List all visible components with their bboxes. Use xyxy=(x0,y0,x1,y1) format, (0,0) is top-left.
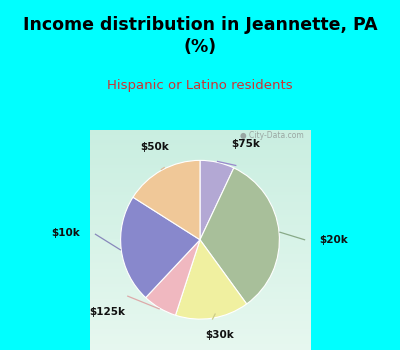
Wedge shape xyxy=(176,240,247,319)
Wedge shape xyxy=(121,197,200,298)
Wedge shape xyxy=(200,168,279,304)
Text: $125k: $125k xyxy=(89,307,125,317)
Text: $10k: $10k xyxy=(52,228,80,238)
Wedge shape xyxy=(200,160,234,240)
Wedge shape xyxy=(133,160,200,240)
Text: Hispanic or Latino residents: Hispanic or Latino residents xyxy=(107,79,293,92)
Text: $20k: $20k xyxy=(320,235,348,245)
Text: $75k: $75k xyxy=(232,140,260,149)
Text: Income distribution in Jeannette, PA
(%): Income distribution in Jeannette, PA (%) xyxy=(23,16,377,56)
Text: $30k: $30k xyxy=(205,330,234,340)
Text: ● City-Data.com: ● City-Data.com xyxy=(240,131,304,140)
Wedge shape xyxy=(146,240,200,315)
Text: $50k: $50k xyxy=(140,142,168,152)
